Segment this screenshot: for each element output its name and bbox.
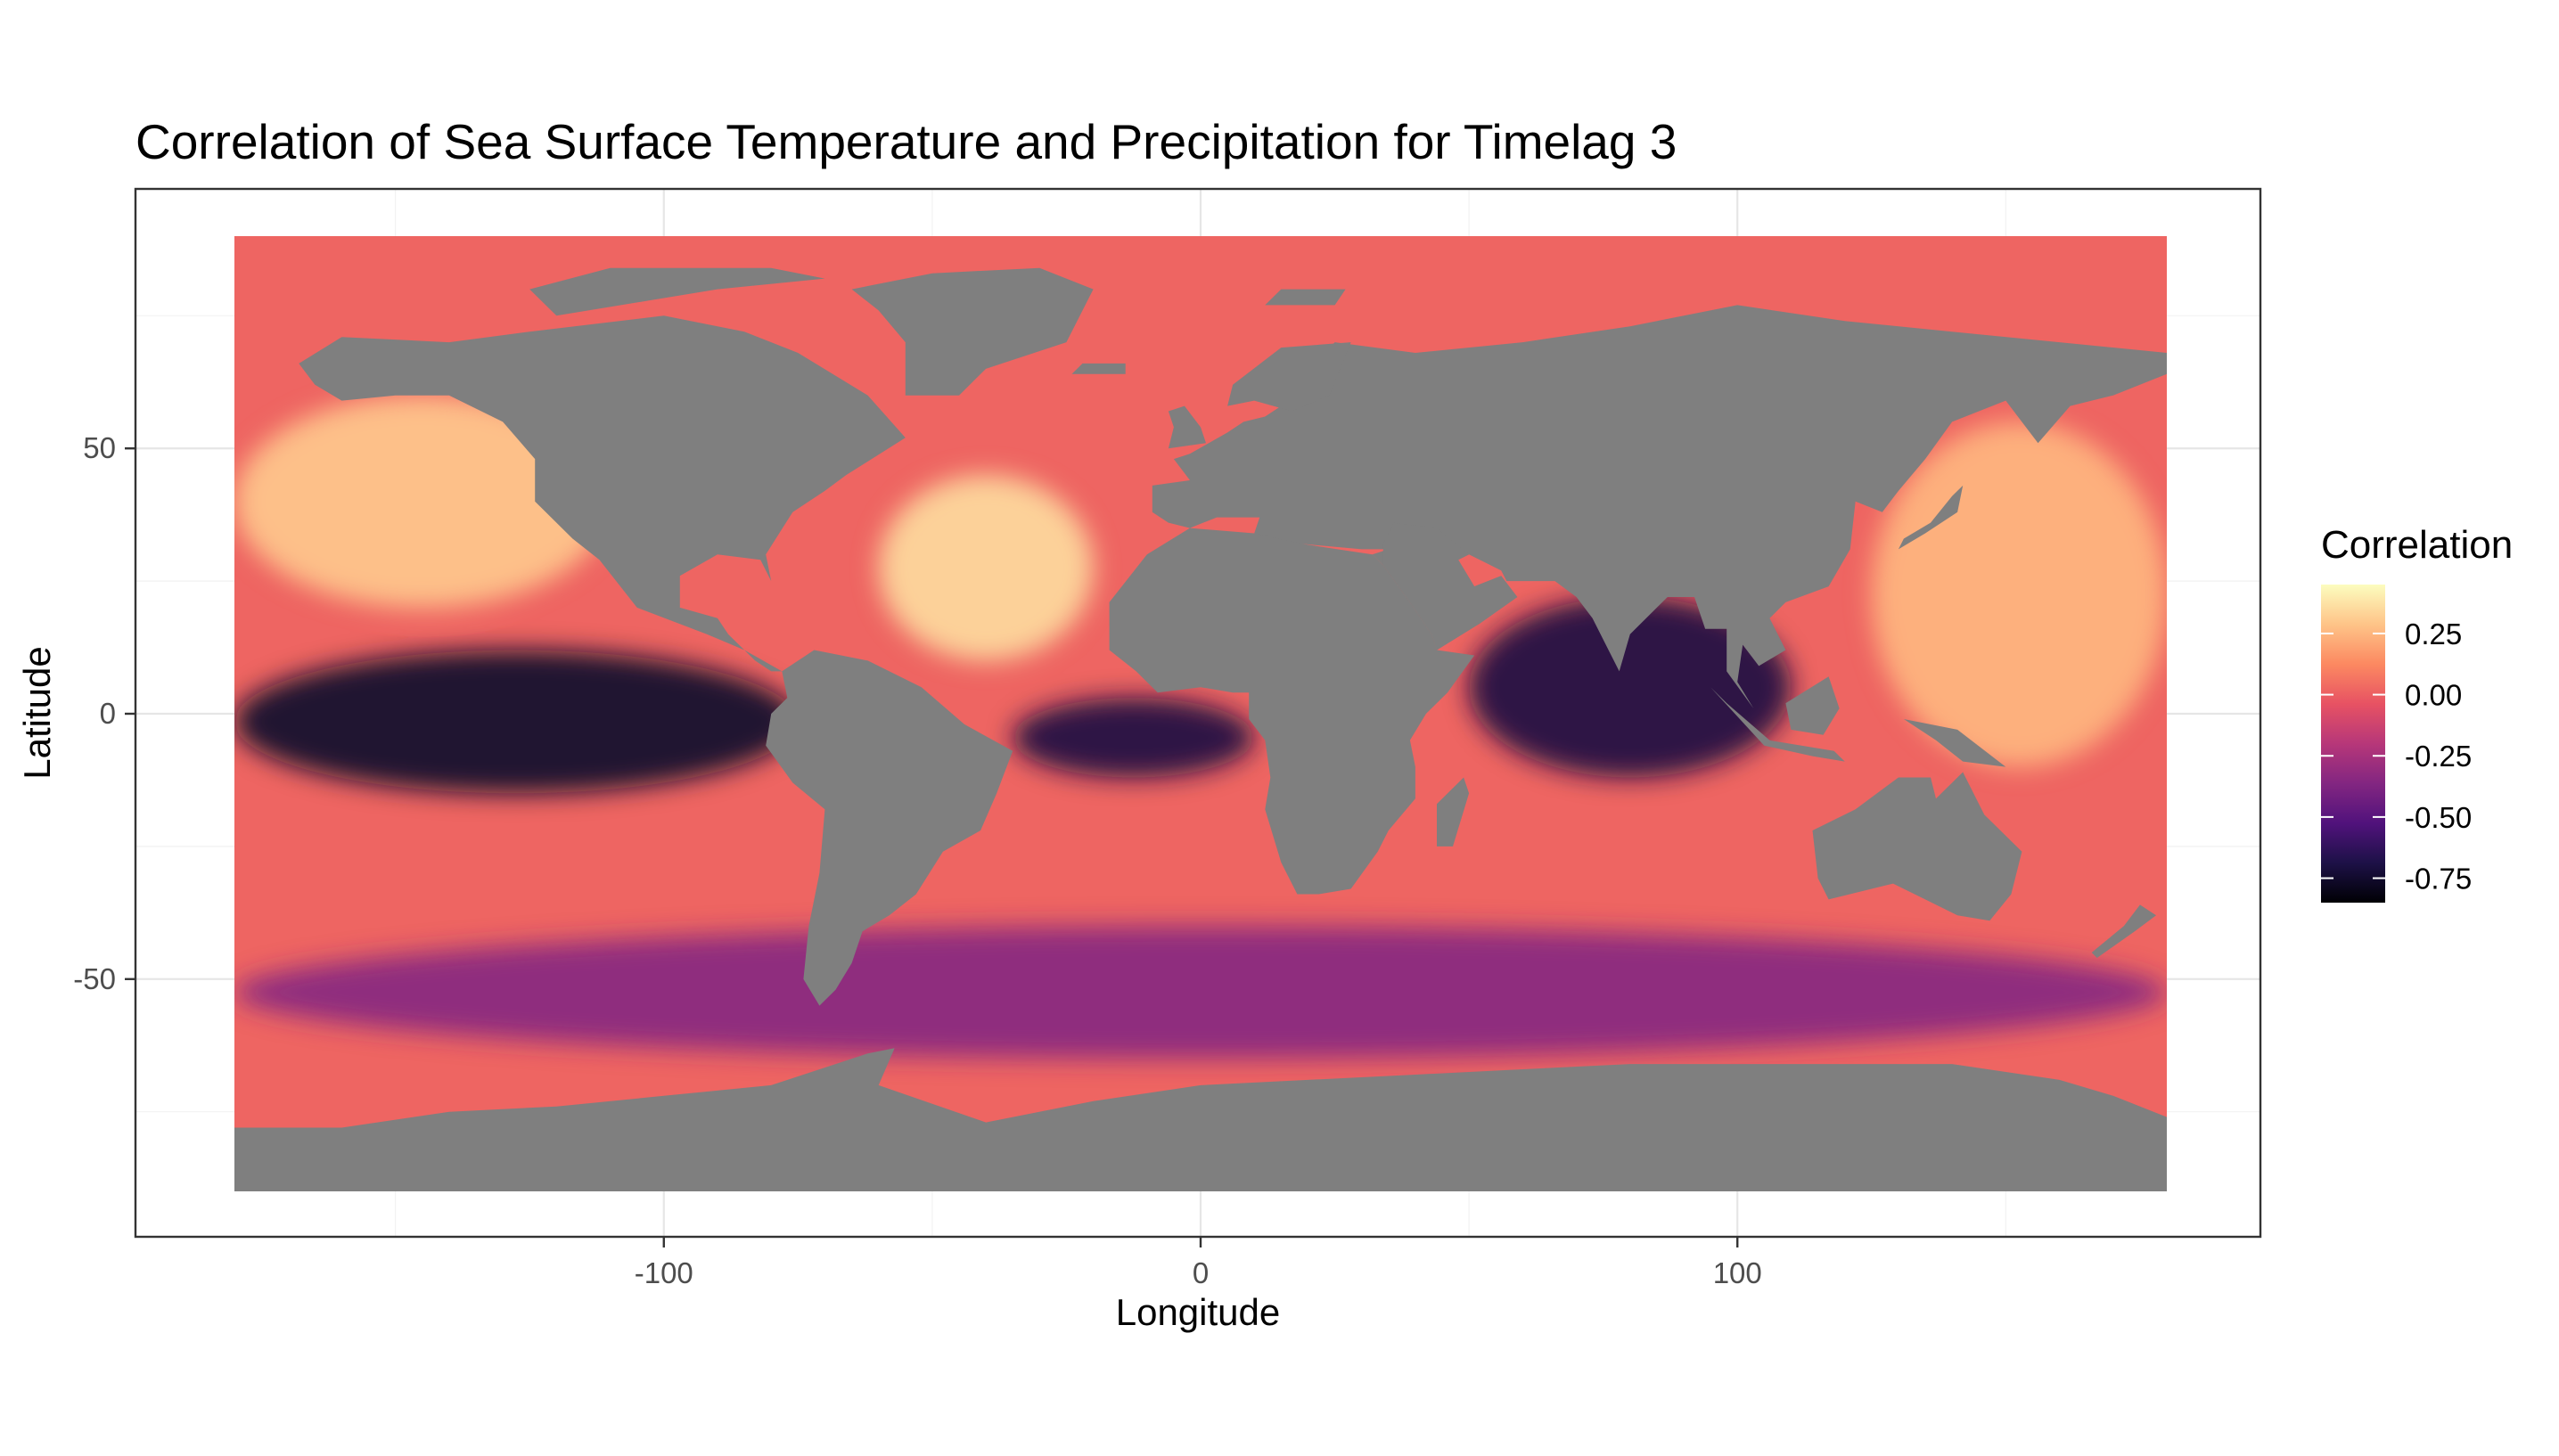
land-indonesia-1 — [1710, 687, 1845, 762]
land-africa-south — [1109, 528, 1475, 895]
x-tick-label: 0 — [1193, 1256, 1209, 1289]
y-tick-label: 0 — [100, 697, 116, 730]
land-arabia-link — [1382, 522, 1518, 650]
land-new-guinea — [1903, 719, 2006, 767]
x-axis-title: Longitude — [1116, 1291, 1281, 1333]
land-africa-eurasia — [1109, 305, 2167, 708]
correlation-region — [234, 926, 2167, 1059]
land-mask — [234, 267, 2167, 1191]
x-axis: -100 0 100 — [635, 1237, 1762, 1289]
colorbar-legend: Correlation 0.25 0.00 -0.25 -0.50 -0.75 — [2321, 523, 2513, 903]
legend-label: -0.25 — [2405, 740, 2472, 773]
x-tick-label: 100 — [1713, 1256, 1762, 1289]
correlation-region — [234, 395, 611, 608]
y-tick-label: -50 — [73, 962, 116, 995]
y-axis: -50 0 50 — [73, 431, 135, 995]
land-indonesia-2 — [1785, 676, 1840, 735]
land-iceland — [1071, 363, 1126, 374]
land-svalbard — [1265, 289, 1346, 306]
land-new-zealand — [2091, 904, 2156, 958]
correlation-region — [1013, 698, 1255, 778]
legend-label: -0.75 — [2405, 863, 2472, 896]
correlation-region — [234, 650, 799, 794]
land-north-america — [299, 315, 906, 672]
land-australia — [1812, 772, 2022, 921]
legend-label: 0.00 — [2405, 679, 2462, 712]
land-scandinavia — [1227, 342, 1351, 412]
colorbar — [2321, 585, 2385, 903]
legend-label: -0.50 — [2405, 801, 2472, 834]
correlation-region — [878, 475, 1094, 661]
legend-title: Correlation — [2321, 523, 2513, 567]
plot-panel — [134, 187, 2262, 1239]
legend-label: 0.25 — [2405, 618, 2462, 650]
x-tick-label: -100 — [635, 1256, 693, 1289]
colorbar-ticks: 0.25 0.00 -0.25 -0.50 -0.75 — [2321, 618, 2472, 896]
y-tick-label: 50 — [83, 431, 116, 464]
land-arctic-islands — [529, 267, 825, 316]
land-south-america — [766, 650, 1013, 1006]
land-madagascar — [1437, 777, 1470, 847]
y-axis-title: Latitude — [16, 646, 58, 779]
land-uk — [1168, 405, 1206, 449]
land-greenland — [851, 267, 1094, 396]
correlation-region — [1469, 596, 1792, 778]
land-japan — [1898, 485, 1964, 550]
land-antarctica — [234, 1048, 2167, 1191]
correlation-region — [1871, 421, 2167, 767]
chart-title: Correlation of Sea Surface Temperature a… — [135, 114, 1677, 169]
